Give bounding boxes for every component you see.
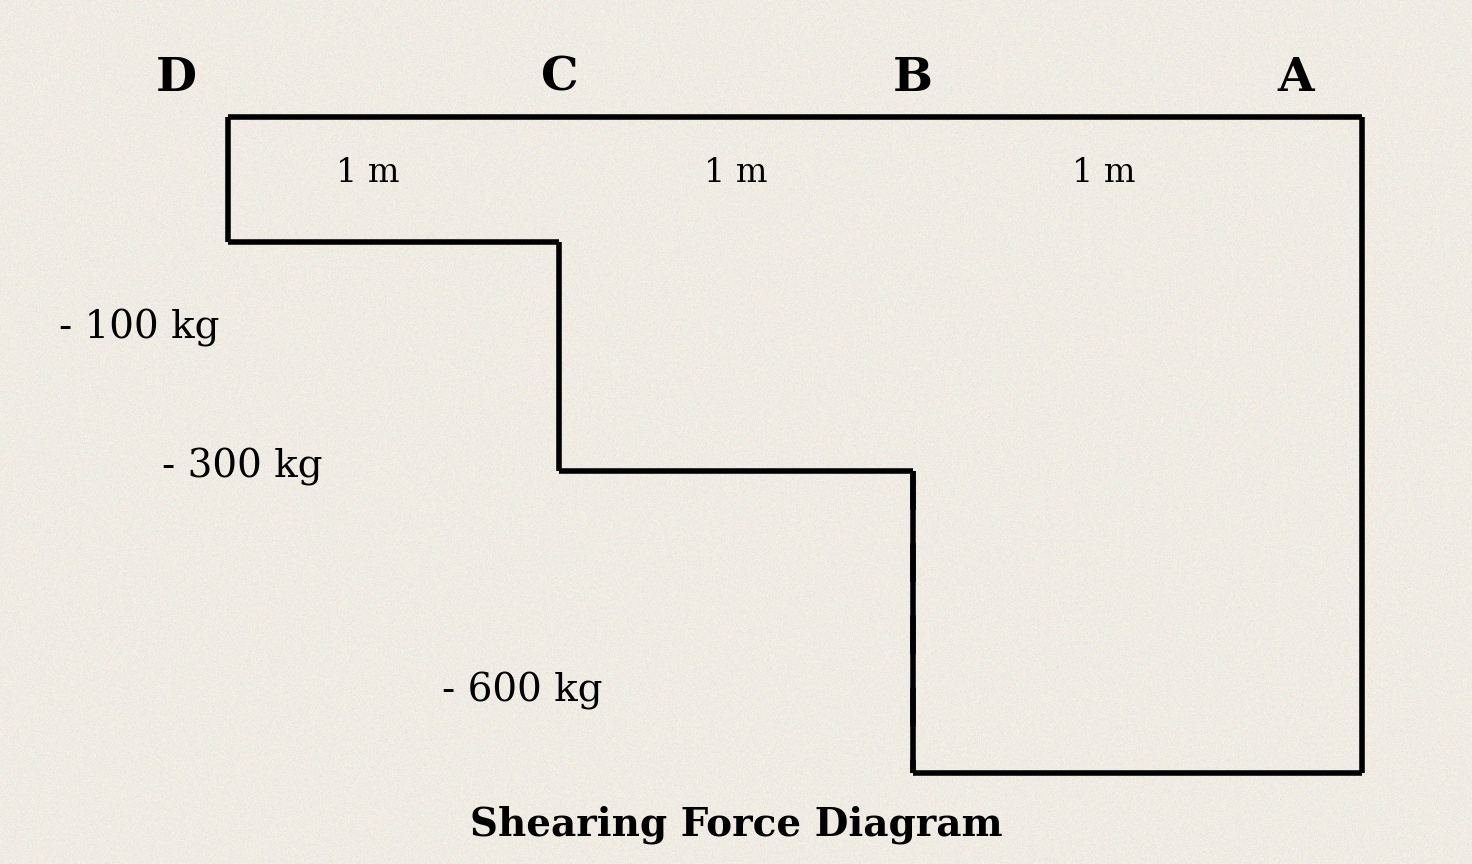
- Text: B: B: [892, 54, 933, 101]
- Text: 1 m: 1 m: [1072, 156, 1136, 189]
- Text: - 300 kg: - 300 kg: [162, 448, 322, 486]
- Text: D: D: [156, 54, 197, 101]
- Text: C: C: [540, 54, 578, 101]
- Text: - 100 kg: - 100 kg: [59, 309, 219, 347]
- Text: 1 m: 1 m: [336, 156, 400, 189]
- Text: A: A: [1278, 54, 1313, 101]
- Text: - 600 kg: - 600 kg: [442, 672, 602, 710]
- Text: 1 m: 1 m: [704, 156, 768, 189]
- Text: Shearing Force Diagram: Shearing Force Diagram: [470, 806, 1002, 844]
